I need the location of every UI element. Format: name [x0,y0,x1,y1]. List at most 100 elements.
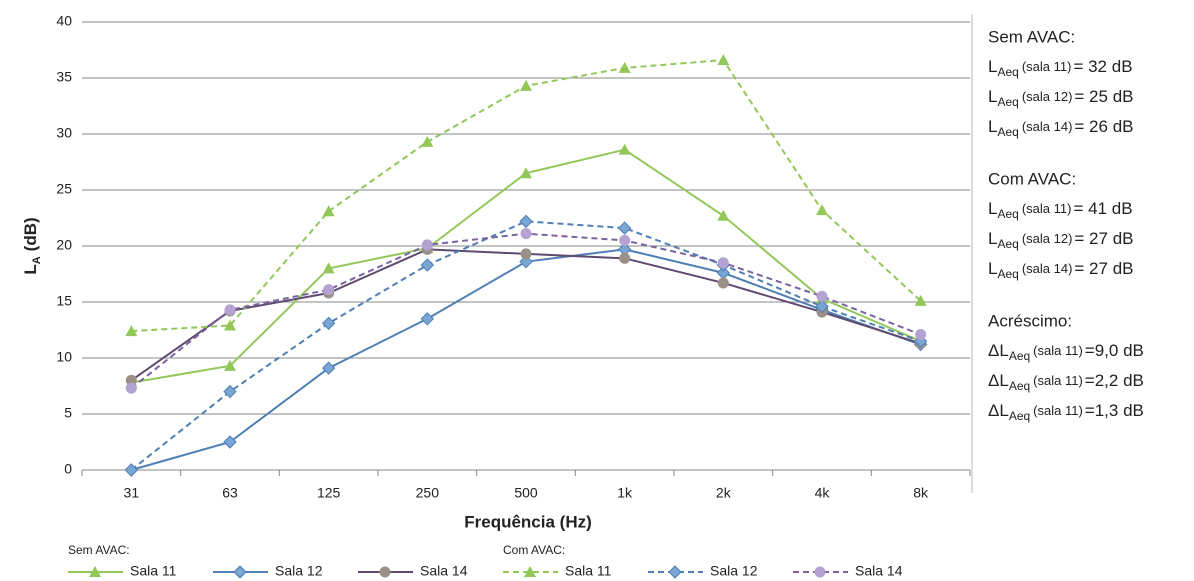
legend-label: Sala 14 [420,563,468,579]
x-tick-label: 1k [617,485,633,501]
data-point [321,361,336,375]
x-tick-label: 2k [716,485,732,501]
legend-marker [379,566,391,578]
data-point [520,79,532,91]
annotation-value: = 26 dB [1074,117,1133,136]
data-point [519,254,533,269]
data-point [224,359,236,371]
data-point [619,252,631,264]
data-point [618,61,631,73]
annotation-sub: Aeq [1009,379,1030,393]
data-point [717,277,729,289]
annotation-sub: Aeq [997,237,1018,251]
data-point [224,304,236,316]
data-point [421,239,433,251]
annotation-symbol: L [988,87,997,106]
annotation-symbol: L [988,117,997,136]
data-point [322,262,335,274]
data-point [125,382,137,394]
y-tick-label: 0 [64,461,72,477]
annotation-value: = 27 dB [1074,259,1133,278]
annotation-value: = 27 dB [1074,229,1133,248]
legend-marker [89,566,101,577]
legend-label: Sala 11 [130,563,177,579]
x-tick-label: 31 [124,485,140,501]
annotation-symbol: ΔL [988,371,1009,390]
annotation-label: (sala 11) [1033,403,1083,418]
y-tick-label: 20 [56,237,72,253]
data-point [321,316,336,330]
data-point [520,248,532,260]
y-tick-label: 30 [56,125,72,141]
x-tick-label: 4k [815,485,831,501]
annotation-label: (sala 11) [1033,373,1083,388]
data-point [717,209,730,221]
data-point [717,54,730,66]
annotation-sub: Aeq [997,207,1018,221]
y-tick-label: 40 [56,13,72,29]
annotation-value: =2,2 dB [1085,371,1144,390]
annotation-label: (sala 12) [1022,231,1073,246]
y-axis-label: LA (dB) [21,217,42,274]
y-tick-label: 10 [56,349,72,365]
annotation-symbol: L [988,199,997,218]
data-point [323,284,335,296]
data-point [223,384,237,399]
annotation-symbol: L [988,229,997,248]
data-point [915,328,927,340]
annotation-sub: Aeq [1009,349,1030,363]
annotation-line: LAeq (sala 14) = 27 dB [988,259,1133,281]
legend-label: Sala 11 [565,563,612,579]
legend-label: Sala 12 [710,563,758,579]
annotation-value: =1,3 dB [1085,401,1144,420]
annotation-symbol: ΔL [988,341,1009,360]
legend-group-title: Com AVAC: [503,543,565,557]
annotation-label: (sala 14) [1022,261,1073,276]
data-point [520,167,532,179]
annotation-line: LAeq (sala 11) = 41 dB [988,199,1133,221]
annotation-line: LAeq (sala 12) = 27 dB [988,229,1133,251]
data-point [421,135,434,147]
y-tick-label: 35 [56,69,72,85]
annotation-sub: Aeq [997,125,1018,139]
annotation-line: ΔLAeq (sala 11) =9,0 dB [988,341,1144,363]
annotation-symbol: L [988,57,997,76]
data-point [717,257,729,269]
data-point [619,234,631,246]
series-line [131,59,922,333]
annotation-line: LAeq (sala 12) = 25 dB [988,87,1133,109]
legend-marker [668,565,682,579]
data-point [124,463,139,477]
x-tick-label: 8k [913,485,929,501]
annotation-sub: Aeq [1009,409,1030,423]
data-point [816,290,828,302]
annotation-title: Sem AVAC: [988,27,1075,46]
legend-marker [814,566,826,578]
y-tick-label: 15 [56,293,72,309]
annotation-label: (sala 14) [1022,119,1073,134]
data-point [914,294,927,306]
annotation-line: LAeq (sala 14) = 26 dB [988,117,1133,139]
x-tick-label: 500 [514,485,538,501]
annotation-sub: Aeq [997,95,1018,109]
y-label-symbol: L [21,264,40,274]
annotation-label: (sala 11) [1022,201,1072,216]
data-point [519,214,533,229]
annotation-line: LAeq (sala 11) = 32 dB [988,57,1133,79]
data-point [224,319,236,331]
series-line [130,248,921,382]
data-point [520,228,532,240]
data-point [125,374,137,386]
annotation-symbol: ΔL [988,401,1009,420]
annotation-sub: Aeq [997,267,1018,281]
annotation-sub: Aeq [997,65,1018,79]
data-point [420,258,435,272]
annotation-label: (sala 11) [1022,59,1072,74]
annotation-value: = 32 dB [1073,57,1132,76]
annotation-label: (sala 11) [1033,343,1083,358]
x-tick-label: 63 [222,485,238,501]
data-point [223,435,237,449]
legend-label: Sala 14 [855,563,903,579]
annotation-symbol: L [988,259,997,278]
